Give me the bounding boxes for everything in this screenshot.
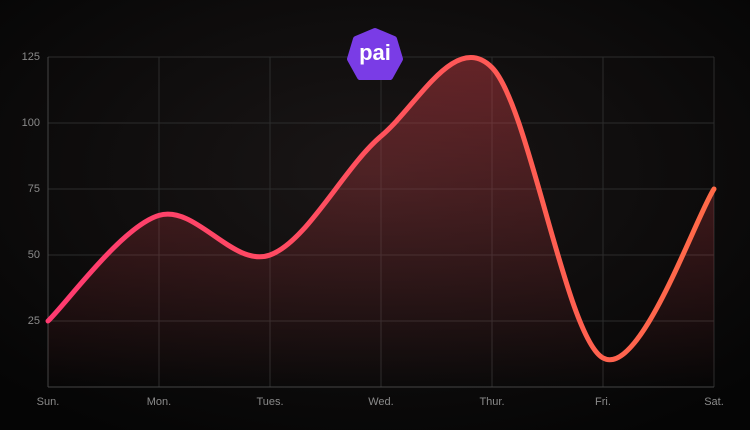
logo-text: pai [359, 40, 391, 65]
x-tick-label: Sun. [37, 396, 60, 408]
y-tick-label: 75 [28, 183, 40, 195]
y-tick-label: 50 [28, 249, 40, 261]
y-tick-label: 25 [28, 315, 40, 327]
line [45, 55, 717, 363]
logo-shape [347, 28, 403, 80]
logo-badge: pai [347, 28, 403, 80]
x-tick-label: Fri. [595, 396, 611, 408]
x-tick-label: Mon. [147, 396, 171, 408]
area [48, 57, 714, 387]
y-tick-label: 100 [22, 117, 40, 129]
x-tick-label: Sat. [704, 396, 724, 408]
x-tick-label: Thur. [479, 396, 504, 408]
x-tick-label: Tues. [256, 396, 283, 408]
x-tick-label: Wed. [368, 396, 393, 408]
y-tick-label: 125 [22, 51, 40, 63]
